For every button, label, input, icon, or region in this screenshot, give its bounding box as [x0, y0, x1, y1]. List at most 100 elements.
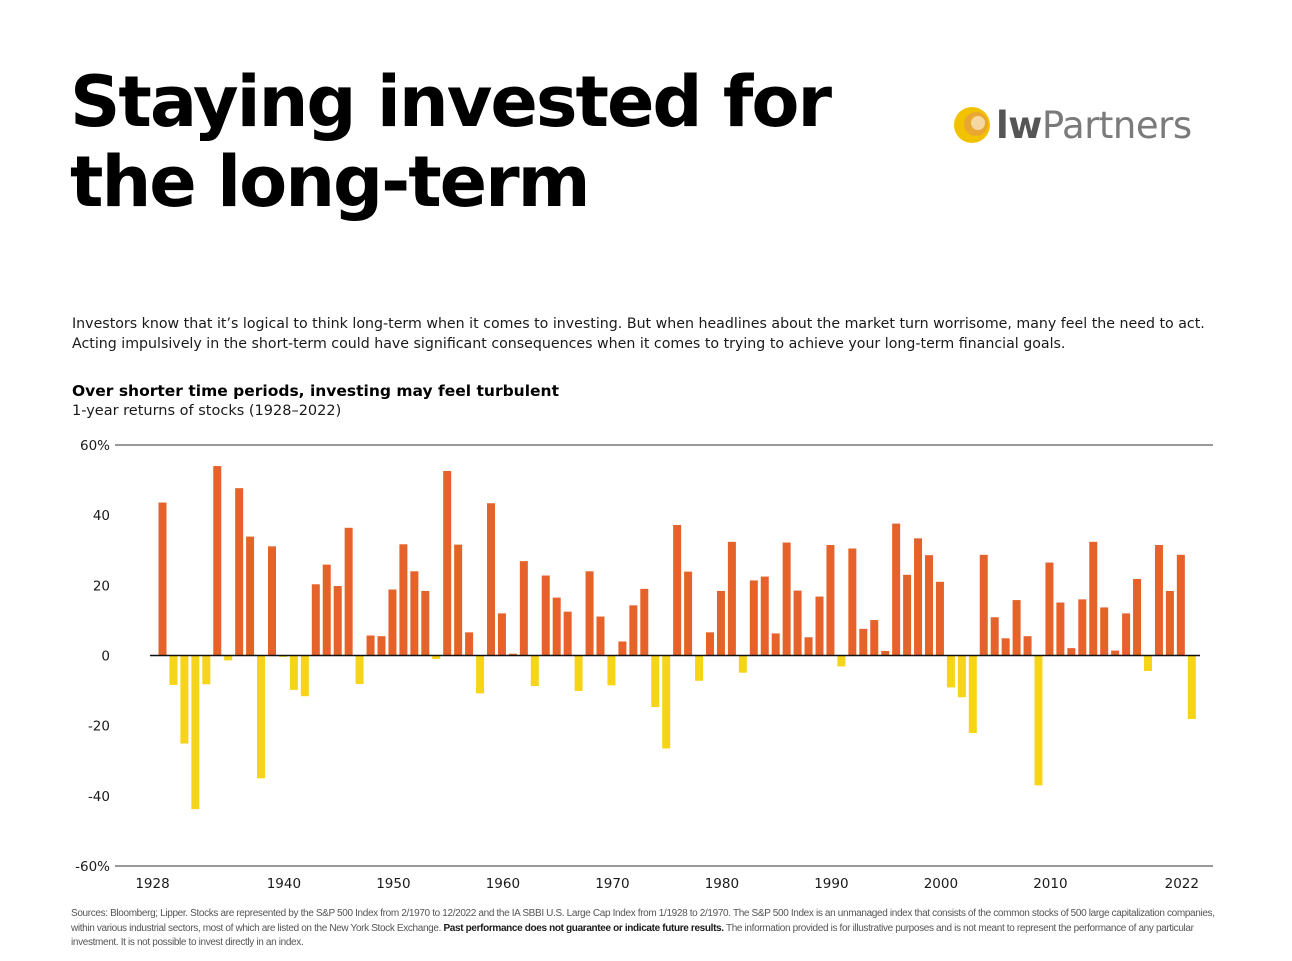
- bar-1996: [903, 574, 912, 656]
- bar-1946: [355, 655, 364, 684]
- bar-2003: [979, 554, 988, 656]
- bar-2005: [1001, 638, 1010, 656]
- bar-2022: [1187, 655, 1196, 720]
- x-tick-label: 1990: [814, 876, 848, 892]
- bar-1929: [169, 655, 178, 685]
- bar-1992: [859, 628, 868, 656]
- bar-1959: [497, 613, 506, 656]
- bar-1991: [848, 548, 857, 656]
- logo: lwPartners: [952, 100, 1192, 150]
- bar-1952: [421, 590, 430, 656]
- bar-1966: [574, 655, 583, 691]
- bar-1979: [716, 590, 725, 656]
- chart-subtitle: 1-year returns of stocks (1928–2022): [72, 403, 342, 419]
- bar-1953: [432, 655, 441, 660]
- y-tick-label: -60%: [75, 859, 110, 875]
- bar-1990: [837, 655, 846, 667]
- bar-1980: [727, 541, 736, 656]
- bar-1972: [640, 588, 649, 656]
- bar-2009: [1045, 562, 1054, 656]
- logo-text: lwPartners: [996, 103, 1192, 147]
- bar-1995: [892, 523, 901, 656]
- x-tick-label: 1928: [135, 876, 169, 892]
- bar-2013: [1089, 541, 1098, 656]
- y-tick-label: -40: [88, 789, 110, 805]
- bar-1968: [596, 616, 605, 656]
- y-tick-label: 20: [93, 578, 110, 594]
- bar-1949: [388, 589, 397, 656]
- bar-2017: [1133, 579, 1142, 656]
- x-tick-label: 1980: [705, 876, 739, 892]
- bar-1943: [322, 564, 331, 656]
- bar-1958: [487, 503, 495, 656]
- y-tick-label: 60%: [80, 438, 110, 454]
- bar-1951: [410, 571, 419, 656]
- bar-1945: [344, 527, 353, 656]
- bar-1976: [684, 571, 693, 656]
- bar-1998: [925, 555, 933, 656]
- bar-1978: [706, 632, 714, 656]
- bar-2008: [1034, 655, 1043, 786]
- bar-2000: [946, 655, 955, 688]
- bar-1942: [311, 584, 320, 656]
- bar-1956: [465, 632, 474, 656]
- bar-1961: [519, 561, 528, 656]
- bar-1948: [377, 636, 386, 656]
- sources-text-2: The information provided is for illustra…: [71, 922, 1194, 949]
- bar-1964: [552, 597, 561, 656]
- x-tick-label: 1940: [267, 876, 301, 892]
- bar-2021: [1176, 554, 1185, 656]
- bar-1963: [541, 575, 550, 656]
- bar-1931: [191, 655, 200, 810]
- bar-1981: [738, 655, 747, 673]
- bar-1940: [289, 655, 298, 690]
- bar-2014: [1100, 607, 1109, 656]
- bar-1941: [300, 655, 309, 697]
- logo-mark-icon: [954, 107, 990, 143]
- bar-1960: [508, 653, 517, 656]
- bar-1954: [443, 470, 452, 656]
- bar-1970: [618, 641, 627, 656]
- bar-1982: [749, 580, 758, 656]
- sources-text: Sources: Bloomberg; Lipper. Stocks are r…: [71, 908, 1215, 934]
- bar-1950: [399, 544, 408, 656]
- bar-1957: [476, 655, 485, 694]
- bar-1983: [760, 576, 769, 656]
- bar-2012: [1078, 599, 1087, 656]
- chart-title: Over shorter time periods, investing may…: [72, 382, 559, 400]
- bar-1935: [235, 488, 244, 656]
- bar-1977: [695, 655, 704, 681]
- bar-1994: [881, 650, 890, 656]
- bar-1975: [673, 524, 682, 656]
- y-tick-label: 40: [93, 508, 110, 524]
- bar-1993: [870, 620, 879, 656]
- x-tick-label: 2022: [1165, 876, 1199, 892]
- bar-1989: [826, 544, 835, 656]
- x-tick-label: 1950: [376, 876, 410, 892]
- bar-1974: [662, 655, 671, 749]
- bar-1987: [804, 637, 813, 656]
- bar-2016: [1122, 613, 1131, 656]
- sources-disclaimer-bold: Past performance does not guarantee or i…: [443, 922, 724, 934]
- bar-1930: [180, 655, 189, 744]
- bar-1973: [651, 655, 660, 708]
- bar-1984: [771, 633, 780, 656]
- intro-line-2: Acting impulsively in the short-term cou…: [72, 336, 1066, 352]
- bar-1985: [782, 542, 791, 656]
- x-tick-label: 1970: [595, 876, 629, 892]
- bar-1932: [202, 655, 211, 685]
- title-line-2: the long-term: [70, 141, 591, 223]
- bar-1988: [815, 596, 824, 656]
- sources-footnote: Sources: Bloomberg; Lipper. Stocks are r…: [71, 907, 1231, 951]
- intro-line-1: Investors know that it’s logical to thin…: [72, 316, 1205, 332]
- bar-1965: [563, 611, 572, 656]
- y-tick-label: 0: [101, 649, 110, 665]
- bar-1939: [278, 655, 287, 657]
- bar-1944: [333, 586, 342, 656]
- bar-1967: [585, 571, 594, 656]
- bar-1969: [607, 655, 616, 686]
- title-line-1: Staying invested for: [70, 61, 832, 143]
- bar-1962: [530, 655, 539, 687]
- bar-1934: [224, 655, 233, 661]
